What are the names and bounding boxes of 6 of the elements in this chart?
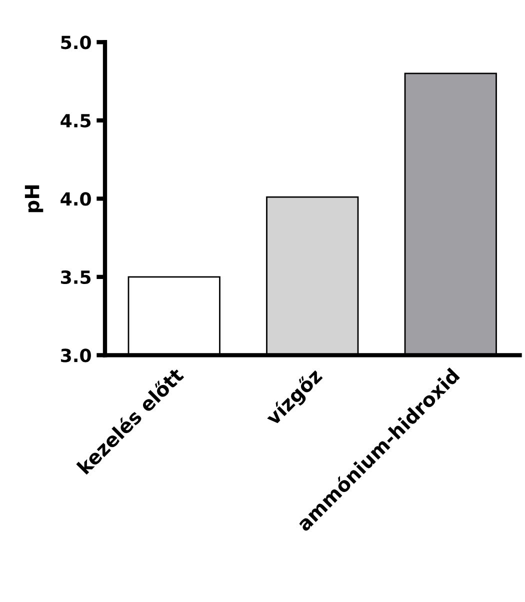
y-tick-label: 4.0	[60, 192, 91, 206]
y-axis-title: pH	[24, 185, 44, 212]
y-tick-label: 3.5	[61, 270, 91, 284]
y-tick-label: 5.0	[61, 36, 91, 50]
y-tick-label: 3.0	[61, 348, 91, 362]
y-tick-label: 4.5	[60, 114, 91, 128]
